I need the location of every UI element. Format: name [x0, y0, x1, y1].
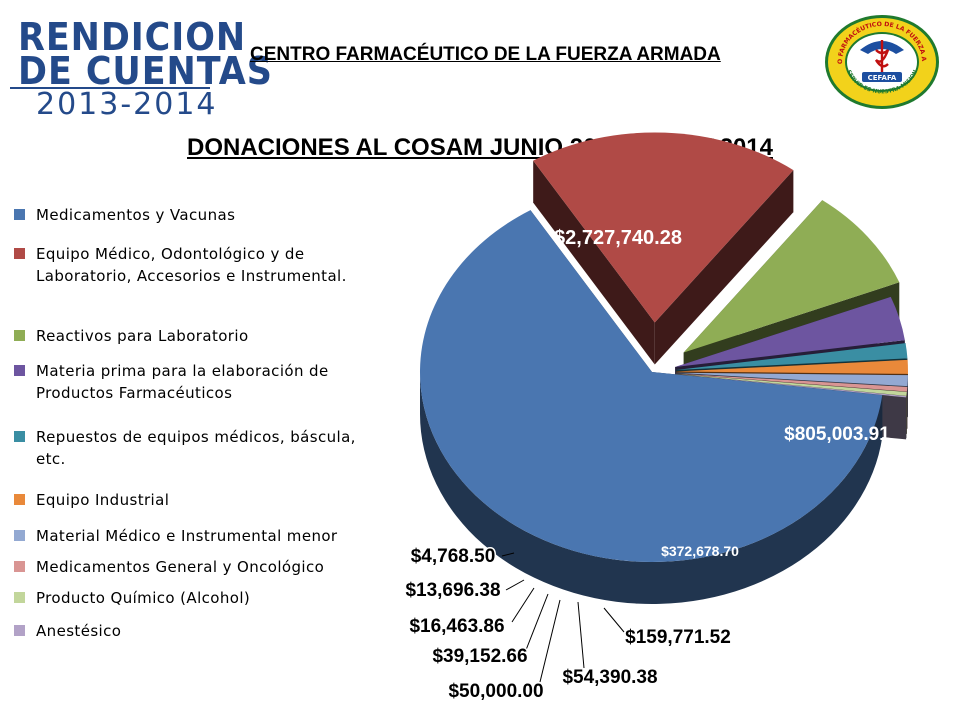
label-leader-line	[501, 552, 515, 557]
legend-label: Repuestos de equipos médicos, báscula, e…	[36, 428, 356, 468]
brand-divider	[10, 87, 210, 89]
seal-center-text: CEFAFA	[868, 74, 897, 82]
label-leader-line	[511, 587, 535, 623]
legend-swatch	[14, 625, 25, 636]
pie-slice	[675, 343, 908, 371]
pie-top-layer	[419, 132, 908, 563]
legend-swatch	[14, 209, 25, 220]
pie-slice	[533, 132, 794, 323]
legend-swatch	[14, 494, 25, 505]
data-label: $4,768.50	[411, 546, 496, 567]
pie-slice	[675, 359, 908, 374]
legend-label: Equipo Industrial	[36, 491, 170, 509]
brand-logo: RENDICION DE CUENTAS 2013-2014	[8, 8, 272, 122]
data-labels: $2,727,740.28 $805,003.91 $372,678.70 $159,…	[404, 227, 890, 704]
legend-label: Medicamentos General y Oncológico	[36, 558, 325, 576]
legend-swatch	[14, 365, 25, 376]
legend-label: Material Médico e Instrumental menor	[36, 527, 338, 545]
pie-slice-wall	[533, 160, 655, 365]
brand-line-3: 2013-2014	[36, 87, 218, 122]
pie-slice	[675, 372, 908, 387]
legend-swatch	[14, 431, 25, 442]
data-label: $50,000.00	[448, 681, 543, 702]
cefafa-seal-icon: CENTRO FARMACÉUTICO DE LA FUERZA ARMADA …	[822, 10, 939, 109]
pie-slice	[675, 373, 908, 392]
data-label: $2,727,740.28	[554, 227, 682, 249]
brand-line-2: DE CUENTAS	[18, 49, 273, 93]
legend-label: Equipo Médico, Odontológico y de Laborat…	[36, 245, 347, 285]
brand-line-1: RENDICION	[18, 15, 247, 59]
legend-swatch	[14, 248, 25, 259]
data-label: $13,696.38	[405, 580, 500, 601]
pie-slice-side	[420, 372, 883, 604]
data-label: $54,390.38	[562, 667, 657, 688]
legend-label: Anestésico	[36, 622, 122, 640]
data-label: $805,003.91	[784, 424, 890, 445]
legend-label: Reactivos para Laboratorio	[36, 327, 249, 345]
legend-swatch	[14, 561, 25, 572]
label-leader-line	[505, 579, 525, 591]
legend-swatch	[14, 330, 25, 341]
data-label: $39,152.66	[432, 646, 527, 667]
legend-label: Materia prima para la elaboración de Pro…	[36, 362, 329, 402]
pie-slice	[675, 374, 907, 396]
pie-slice	[675, 296, 905, 368]
pie-slice	[683, 200, 900, 353]
pie-slice-wall	[654, 170, 794, 365]
label-leader-line	[603, 607, 625, 633]
data-label: $159,771.52	[625, 627, 731, 648]
data-label: $372,678.70	[661, 543, 739, 559]
legend-label: Medicamentos y Vacunas	[36, 206, 236, 224]
label-leader-line	[539, 599, 561, 683]
pie-slice	[675, 374, 907, 398]
legend-swatch	[14, 592, 25, 603]
pie-slice	[419, 210, 883, 563]
data-label: $16,463.86	[409, 616, 504, 637]
org-title: CENTRO FARMACÉUTICO DE LA FUERZA ARMADA	[250, 44, 721, 65]
label-leader-line	[577, 601, 585, 669]
legend-swatch	[14, 530, 25, 541]
legend-label: Producto Químico (Alcohol)	[36, 589, 251, 607]
label-leader-line	[525, 593, 549, 651]
